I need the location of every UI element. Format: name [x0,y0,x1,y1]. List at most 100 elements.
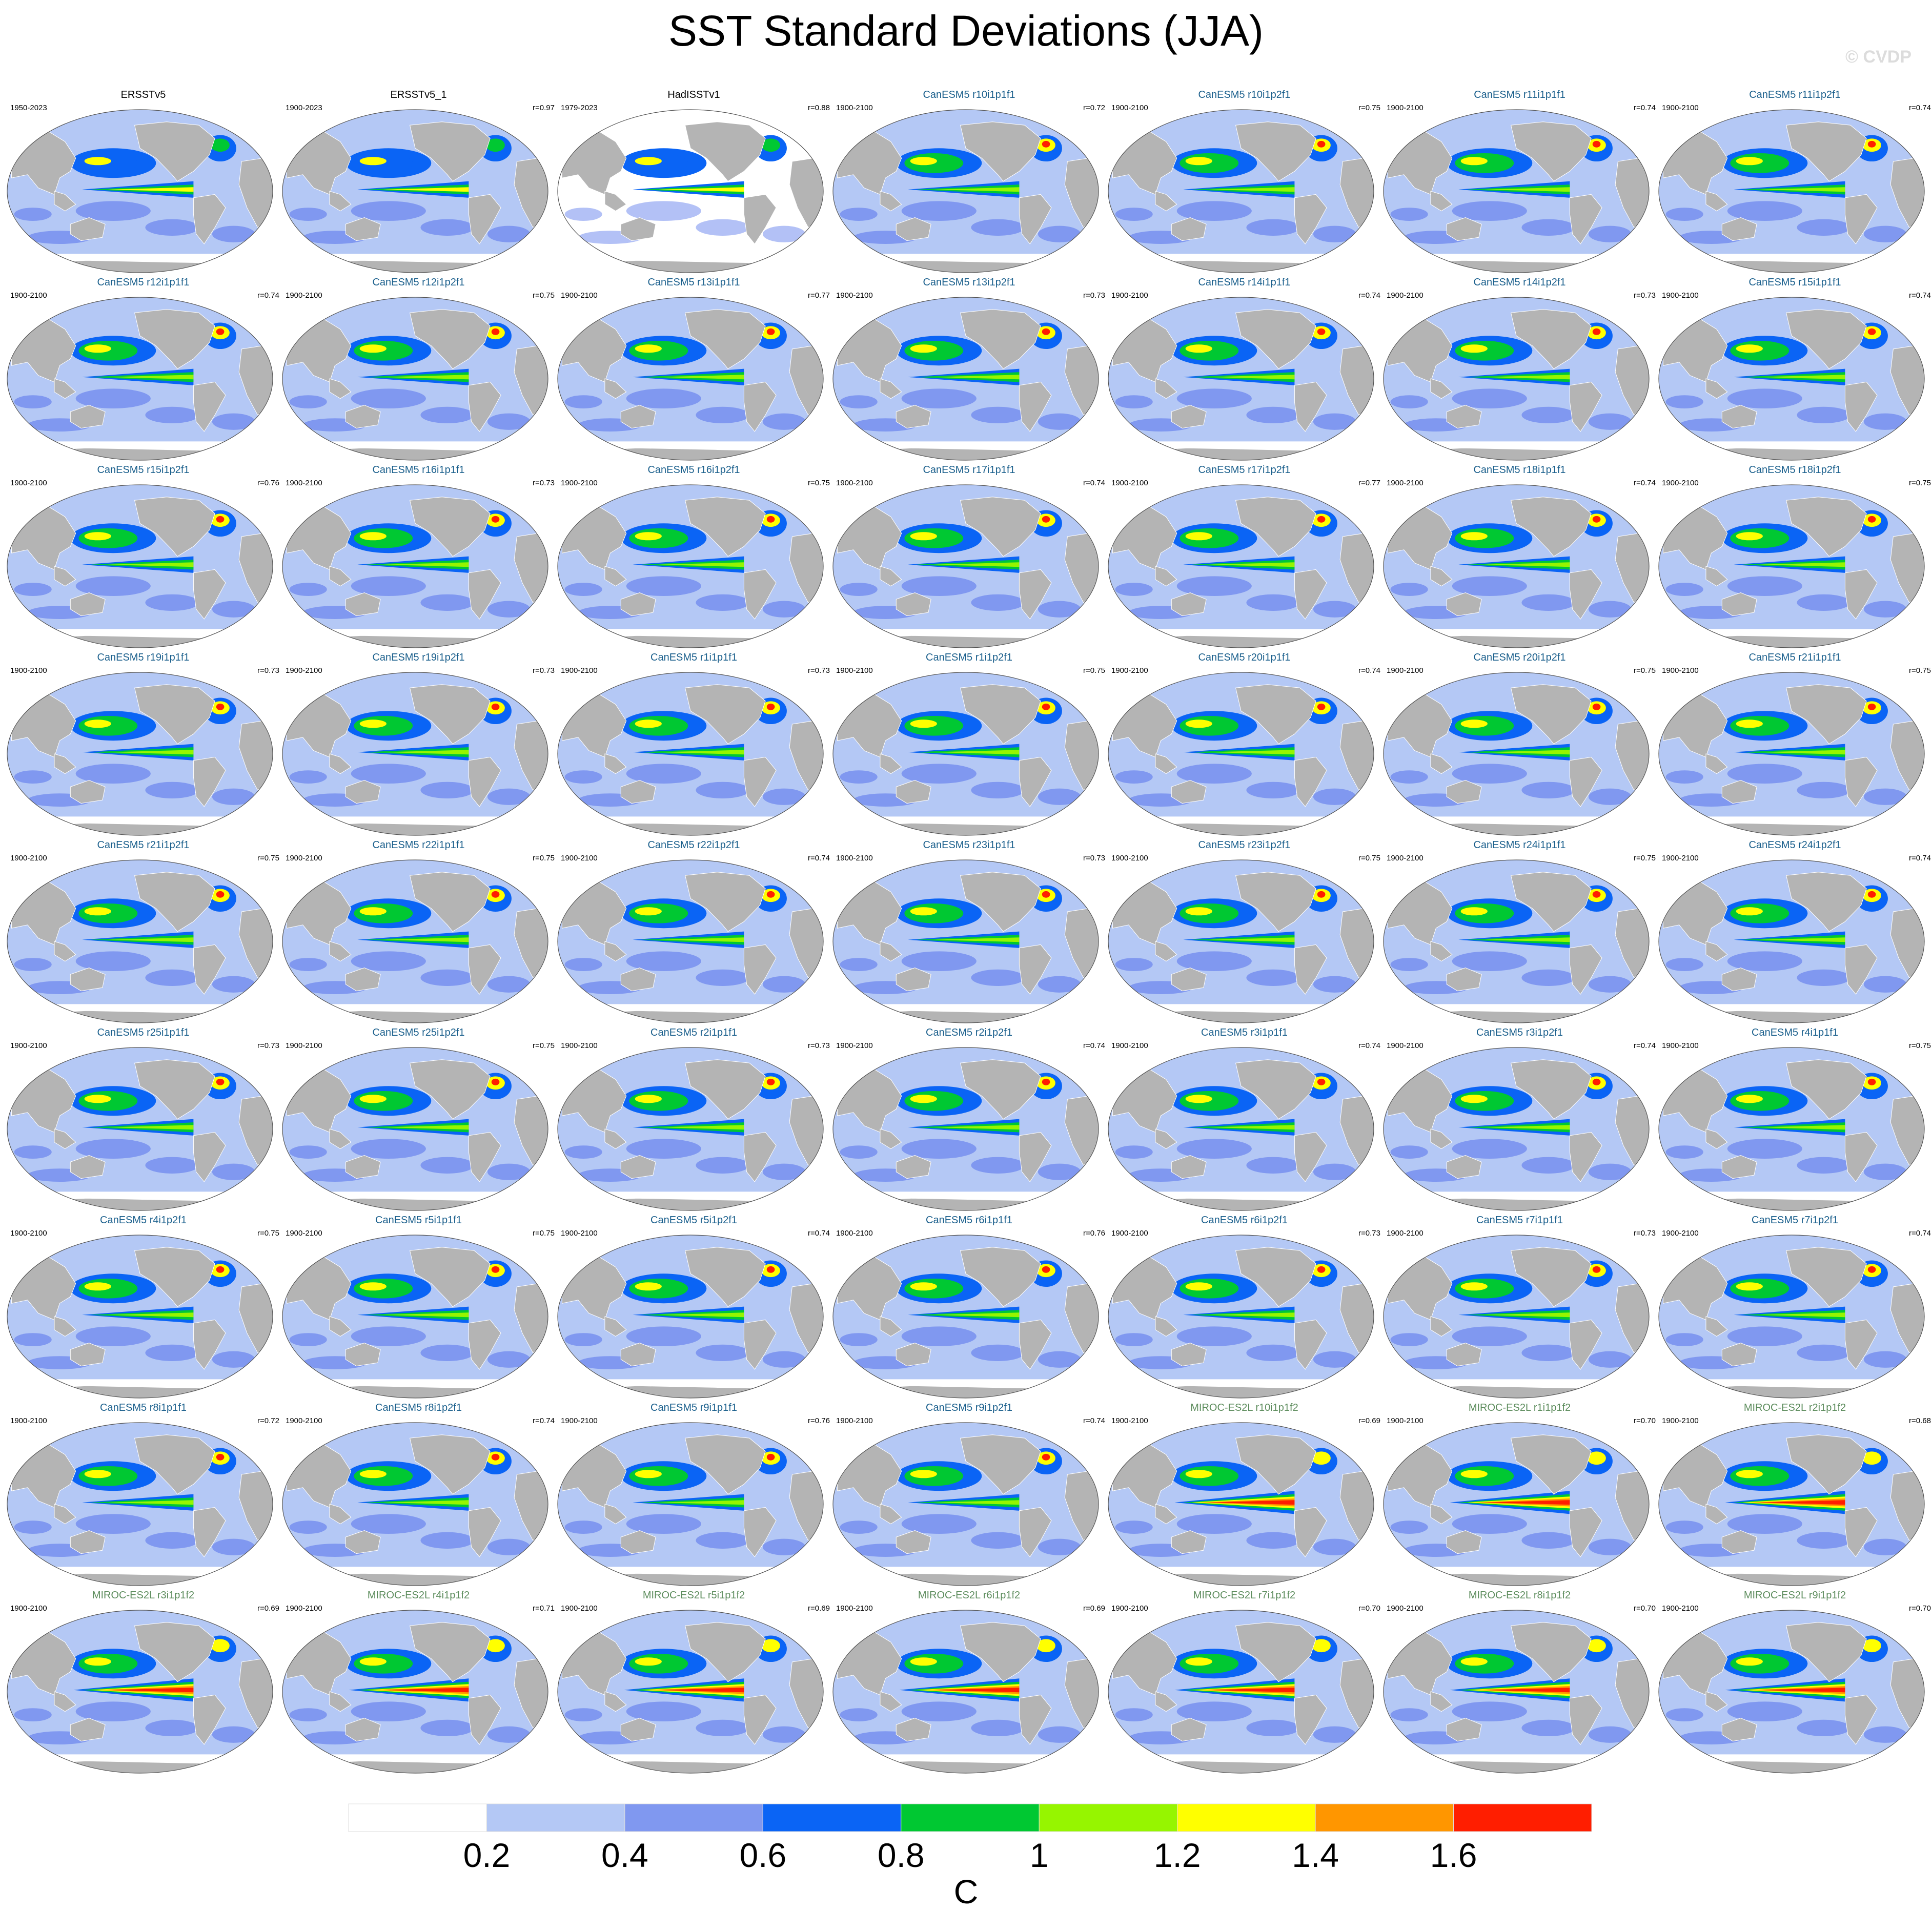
figure-title: SST Standard Deviations (JJA) [668,7,1264,55]
map-panel: CanESM5 r23i1p1f1 1900-2100 r=0.73 [832,839,1106,1029]
panel-correlation: r=0.74 [1909,1229,1931,1238]
map-panel: CanESM5 r21i1p1f1 1900-2100 r=0.75 [1658,652,1932,841]
map-panel: MIROC-ES2L r10i1p1f2 1900-2100 r=0.69 [1107,1402,1381,1592]
colorbar-unit-label: C [953,1873,979,1910]
panel-title: CanESM5 r12i1p2f1 [372,277,465,288]
panel-correlation: r=0.74 [1083,1041,1105,1050]
sst-std-map [832,484,1099,648]
panel-years: 1900-2100 [1662,1041,1699,1050]
sst-std-map [282,1235,548,1399]
panel-title: CanESM5 r5i1p1f1 [375,1215,462,1226]
panel-correlation: r=0.73 [1083,854,1105,862]
map-panel: CanESM5 r25i1p2f1 1900-2100 r=0.75 [281,1027,556,1217]
map-panel: MIROC-ES2L r3i1p1f2 1900-2100 r=0.69 [6,1590,280,1779]
panel-correlation: r=0.72 [1083,104,1105,112]
colorbar [348,1803,1592,1832]
panel-correlation: r=0.74 [1909,291,1931,300]
panel-title: CanESM5 r24i1p1f1 [1473,839,1566,851]
panel-years: 1900-2100 [10,479,47,487]
panel-years: 1900-2100 [286,1604,322,1613]
sst-std-map [832,859,1099,1023]
panel-years: 1900-2100 [10,1229,47,1238]
colorbar-segment [1453,1803,1592,1832]
panel-years: 1900-2100 [1387,1229,1423,1238]
panel-title: CanESM5 r22i1p2f1 [647,839,740,851]
sst-std-map [282,484,548,648]
panel-years: 1900-2100 [1387,1604,1423,1613]
panel-years: 1900-2100 [1111,1604,1148,1613]
panel-correlation: r=0.73 [1634,291,1656,300]
map-panel: CanESM5 r24i1p2f1 1900-2100 r=0.74 [1658,839,1932,1029]
sst-std-map [1383,672,1650,836]
panel-years: 1900-2100 [1662,1416,1699,1425]
sst-std-map [832,1610,1099,1774]
map-panel: CanESM5 r15i1p1f1 1900-2100 r=0.74 [1658,277,1932,466]
panel-correlation: r=0.74 [1909,104,1931,112]
panel-correlation: r=0.71 [533,1604,555,1613]
panel-title: CanESM5 r6i1p2f1 [1201,1215,1288,1226]
panel-correlation: r=0.72 [257,1416,279,1425]
map-panel: CanESM5 r9i1p2f1 1900-2100 r=0.74 [832,1402,1106,1592]
panel-title: MIROC-ES2L r1i1p1f2 [1468,1402,1571,1413]
map-panel: ERSSTv5_1 1900-2023 r=0.97 [281,89,556,279]
panel-correlation: r=0.75 [1909,479,1931,487]
sst-std-map [557,109,824,273]
sst-std-map [832,1235,1099,1399]
panel-title: CanESM5 r15i1p1f1 [1748,277,1841,288]
sst-std-map [1108,1610,1374,1774]
panel-correlation: r=0.74 [808,854,830,862]
sst-std-map [7,672,273,836]
panel-title: CanESM5 r17i1p1f1 [923,464,1015,476]
panel-years: 1900-2100 [1387,104,1423,112]
sst-std-map [1658,297,1925,461]
panel-years: 1900-2100 [1662,1229,1699,1238]
panel-years: 1900-2100 [1111,1041,1148,1050]
panel-correlation: r=0.73 [257,666,279,675]
panel-title: CanESM5 r13i1p1f1 [647,277,740,288]
panel-correlation: r=0.75 [1909,1041,1931,1050]
panel-correlation: r=0.74 [1358,666,1380,675]
map-panel: CanESM5 r19i1p1f1 1900-2100 r=0.73 [6,652,280,841]
colorbar-segment [624,1803,763,1832]
panel-correlation: r=0.69 [257,1604,279,1613]
sst-std-map [7,859,273,1023]
panel-title: CanESM5 r8i1p2f1 [375,1402,462,1413]
map-panel: CanESM5 r14i1p1f1 1900-2100 r=0.74 [1107,277,1381,466]
panel-years: 1900-2100 [561,666,598,675]
panel-correlation: r=0.74 [1634,104,1656,112]
panel-title: MIROC-ES2L r2i1p1f2 [1743,1402,1846,1413]
sst-std-map [282,672,548,836]
sst-std-map [282,109,548,273]
panel-correlation: r=0.88 [808,104,830,112]
panel-correlation: r=0.69 [1358,1416,1380,1425]
panel-years: 1900-2100 [1662,1604,1699,1613]
panel-title: CanESM5 r11i1p2f1 [1749,89,1841,100]
panel-correlation: r=0.75 [1909,666,1931,675]
panel-correlation: r=0.75 [1634,854,1656,862]
sst-std-map [7,297,273,461]
map-panel: CanESM5 r10i1p2f1 1900-2100 r=0.75 [1107,89,1381,279]
panel-title: CanESM5 r24i1p2f1 [1748,839,1841,851]
map-panel: CanESM5 r11i1p1f1 1900-2100 r=0.74 [1382,89,1657,279]
panel-title: CanESM5 r18i1p1f1 [1473,464,1566,476]
map-panel: CanESM5 r4i1p2f1 1900-2100 r=0.75 [6,1215,280,1404]
sst-std-map [1108,672,1374,836]
panel-years: 1900-2100 [1111,291,1148,300]
colorbar-segment [1039,1803,1178,1832]
panel-correlation: r=0.76 [257,479,279,487]
sst-std-map [1658,1235,1925,1399]
panel-title: MIROC-ES2L r10i1p1f2 [1190,1402,1298,1413]
panel-years: 1900-2100 [1111,1229,1148,1238]
panel-correlation: r=0.77 [808,291,830,300]
panel-years: 1900-2100 [1662,479,1699,487]
panel-years: 1900-2023 [286,104,322,112]
map-panel-grid: ERSSTv5 1950-2023 ERSSTv5_1 1900-2023 r=0.97… [6,89,1932,1774]
panel-title: MIROC-ES2L r3i1p1f2 [92,1590,195,1601]
map-panel: MIROC-ES2L r1i1p1f2 1900-2100 r=0.70 [1382,1402,1657,1592]
panel-correlation: r=0.75 [1358,104,1380,112]
panel-years: 1900-2100 [286,479,322,487]
panel-title: HadISSTv1 [667,89,720,100]
panel-years: 1900-2100 [561,854,598,862]
sst-std-map [557,1610,824,1774]
panel-years: 1900-2100 [1387,1041,1423,1050]
